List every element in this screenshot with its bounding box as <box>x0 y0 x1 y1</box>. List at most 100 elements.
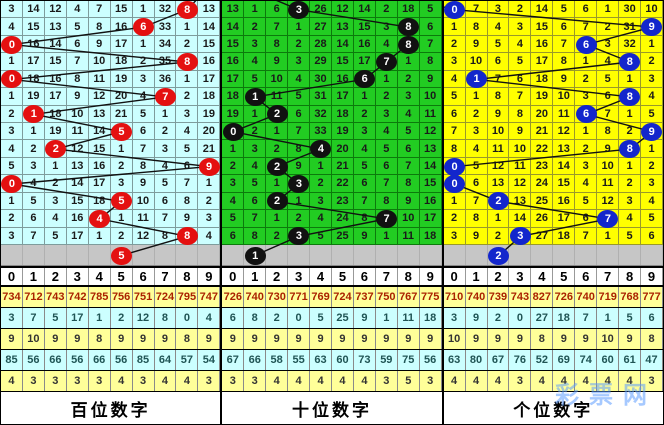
stat-cell: 740 <box>575 287 598 307</box>
grid-cell: 10 <box>509 140 532 158</box>
stat-cell: 777 <box>641 287 663 307</box>
stat-cell: 2 <box>266 308 289 328</box>
grid-cell: 5 <box>244 70 267 89</box>
grid-cell: 17 <box>110 35 133 54</box>
grid-cell: 2 <box>575 140 598 158</box>
grid-cell: 26 <box>310 1 332 19</box>
grid-cell: 7 <box>266 18 289 36</box>
grid-cell: 1 <box>443 192 466 211</box>
stat-cell: 61 <box>619 350 642 370</box>
stat-cell: 9 <box>110 329 133 349</box>
grid-cell: 6 <box>597 88 620 106</box>
grid-cell: 15 <box>22 18 45 36</box>
draw-ball: 0 <box>444 1 466 19</box>
digit-header-cell: 0 <box>222 268 245 285</box>
grid-cell: 32 <box>619 35 642 54</box>
grid-cell: 7 <box>288 123 311 141</box>
grid-cell: 9 <box>88 35 111 54</box>
grid-cell: 2 <box>375 1 398 19</box>
grid-cell: 6 <box>176 157 199 176</box>
panel-tens: 13 1 6 26 12 14 2 18 5 14 2 7 1 27 13 15 3 6 15 3 8 2 28 14 16 4 7… <box>220 1 442 424</box>
grid-cell: 9 <box>553 70 576 89</box>
grid-cell: 5 <box>1 157 23 176</box>
grid-cell: 5 <box>419 1 442 19</box>
grid-cell: 18 <box>22 70 45 89</box>
pending-cell <box>45 245 67 265</box>
stat-cell: 55 <box>288 350 311 370</box>
draw-ball: 2 <box>266 105 288 124</box>
grid-cell: 17 <box>353 53 376 71</box>
grid-cell: 9 <box>487 105 510 123</box>
grid-cell: 18 <box>331 105 354 123</box>
grid-cell: 6 <box>575 1 598 19</box>
grid-cell: 35 <box>154 53 177 71</box>
grid-cell: 16 <box>331 70 354 89</box>
stat-cell: 9 <box>419 329 442 349</box>
grid-cell: 12 <box>132 227 155 245</box>
digit-header-cell: 3 <box>509 268 532 285</box>
stat-cell: 66 <box>88 350 111 370</box>
grid-cell: 2 <box>641 53 663 71</box>
digit-header-cell: 0 <box>1 268 23 285</box>
grid-cell: 5 <box>176 140 199 158</box>
grid-cell: 2 <box>597 18 620 36</box>
grid-cell: 2 <box>310 175 332 193</box>
stat-cell: 76 <box>509 350 532 370</box>
grid-cell: 6 <box>641 227 663 245</box>
digit-header-cell: 9 <box>420 268 442 285</box>
grid-cell: 1 <box>288 192 311 211</box>
grid-cell: 3 <box>110 175 133 193</box>
pending-cell <box>376 245 398 265</box>
grid-cell: 22 <box>331 175 354 193</box>
grid-cell: 3 <box>641 70 663 89</box>
stat-cell: 3 <box>44 371 67 391</box>
grid-cell: 16 <box>44 70 67 89</box>
digit-header-cell: 5 <box>332 268 354 285</box>
pending-cell <box>176 245 199 265</box>
grid-cell: 4 <box>198 227 221 245</box>
stat-cell: 66 <box>244 350 267 370</box>
digit-header-cell: 1 <box>23 268 45 285</box>
grid-cell: 17 <box>88 175 111 193</box>
grid-cell: 4 <box>1 18 23 36</box>
grid-cell: 5 <box>66 18 89 36</box>
stat-cell: 4 <box>575 371 598 391</box>
grid-cell: 9 <box>509 123 532 141</box>
grid-cell: 2 <box>397 70 420 89</box>
grid-cell: 21 <box>531 123 554 141</box>
grid-cell: 4 <box>288 70 311 89</box>
stat-cell: 743 <box>509 287 532 307</box>
grid-cell: 13 <box>44 18 67 36</box>
grid-cell: 4 <box>641 88 663 106</box>
grid-cell: 32 <box>310 105 332 123</box>
grid-cell: 5 <box>22 192 45 211</box>
draw-ball: 6 <box>575 105 597 124</box>
panel-hundreds: 3 14 12 4 7 15 1 32 13 4 15 13 5 8 16 33 1 14 16 14 6 9 17 1 34 2… <box>1 1 221 424</box>
grid-cell: 1 <box>154 105 177 123</box>
grid-cell: 4 <box>244 53 267 71</box>
grid-cell: 6 <box>266 1 289 19</box>
stat-cell: 785 <box>88 287 111 307</box>
draw-ball: 7 <box>154 87 176 106</box>
grid-cell: 1 <box>619 105 642 123</box>
grid-cell: 3 <box>1 123 23 141</box>
grid-cell: 21 <box>198 140 221 158</box>
grid-cell: 5 <box>443 88 466 106</box>
stat-cell: 769 <box>310 287 332 307</box>
grid-cell: 1 <box>575 123 598 141</box>
pending-cell <box>444 245 466 265</box>
grid-cell: 17 <box>419 210 442 228</box>
stat-cell: 11 <box>397 308 420 328</box>
grid-cell: 4 <box>44 210 67 228</box>
grid-cell: 23 <box>331 192 354 211</box>
stat-cell: 710 <box>443 287 466 307</box>
grid-cell: 1 <box>641 140 663 158</box>
pending-cell <box>198 245 221 265</box>
stat-cell: 52 <box>531 350 554 370</box>
grid-cell: 5 <box>310 227 332 245</box>
stat-row-3: 10 9 9 9 8 9 9 10 9 8 <box>443 329 663 350</box>
grid-cell: 15 <box>531 18 554 36</box>
grid-cell: 1 <box>44 157 67 176</box>
grid-cell: 3 <box>288 53 311 71</box>
